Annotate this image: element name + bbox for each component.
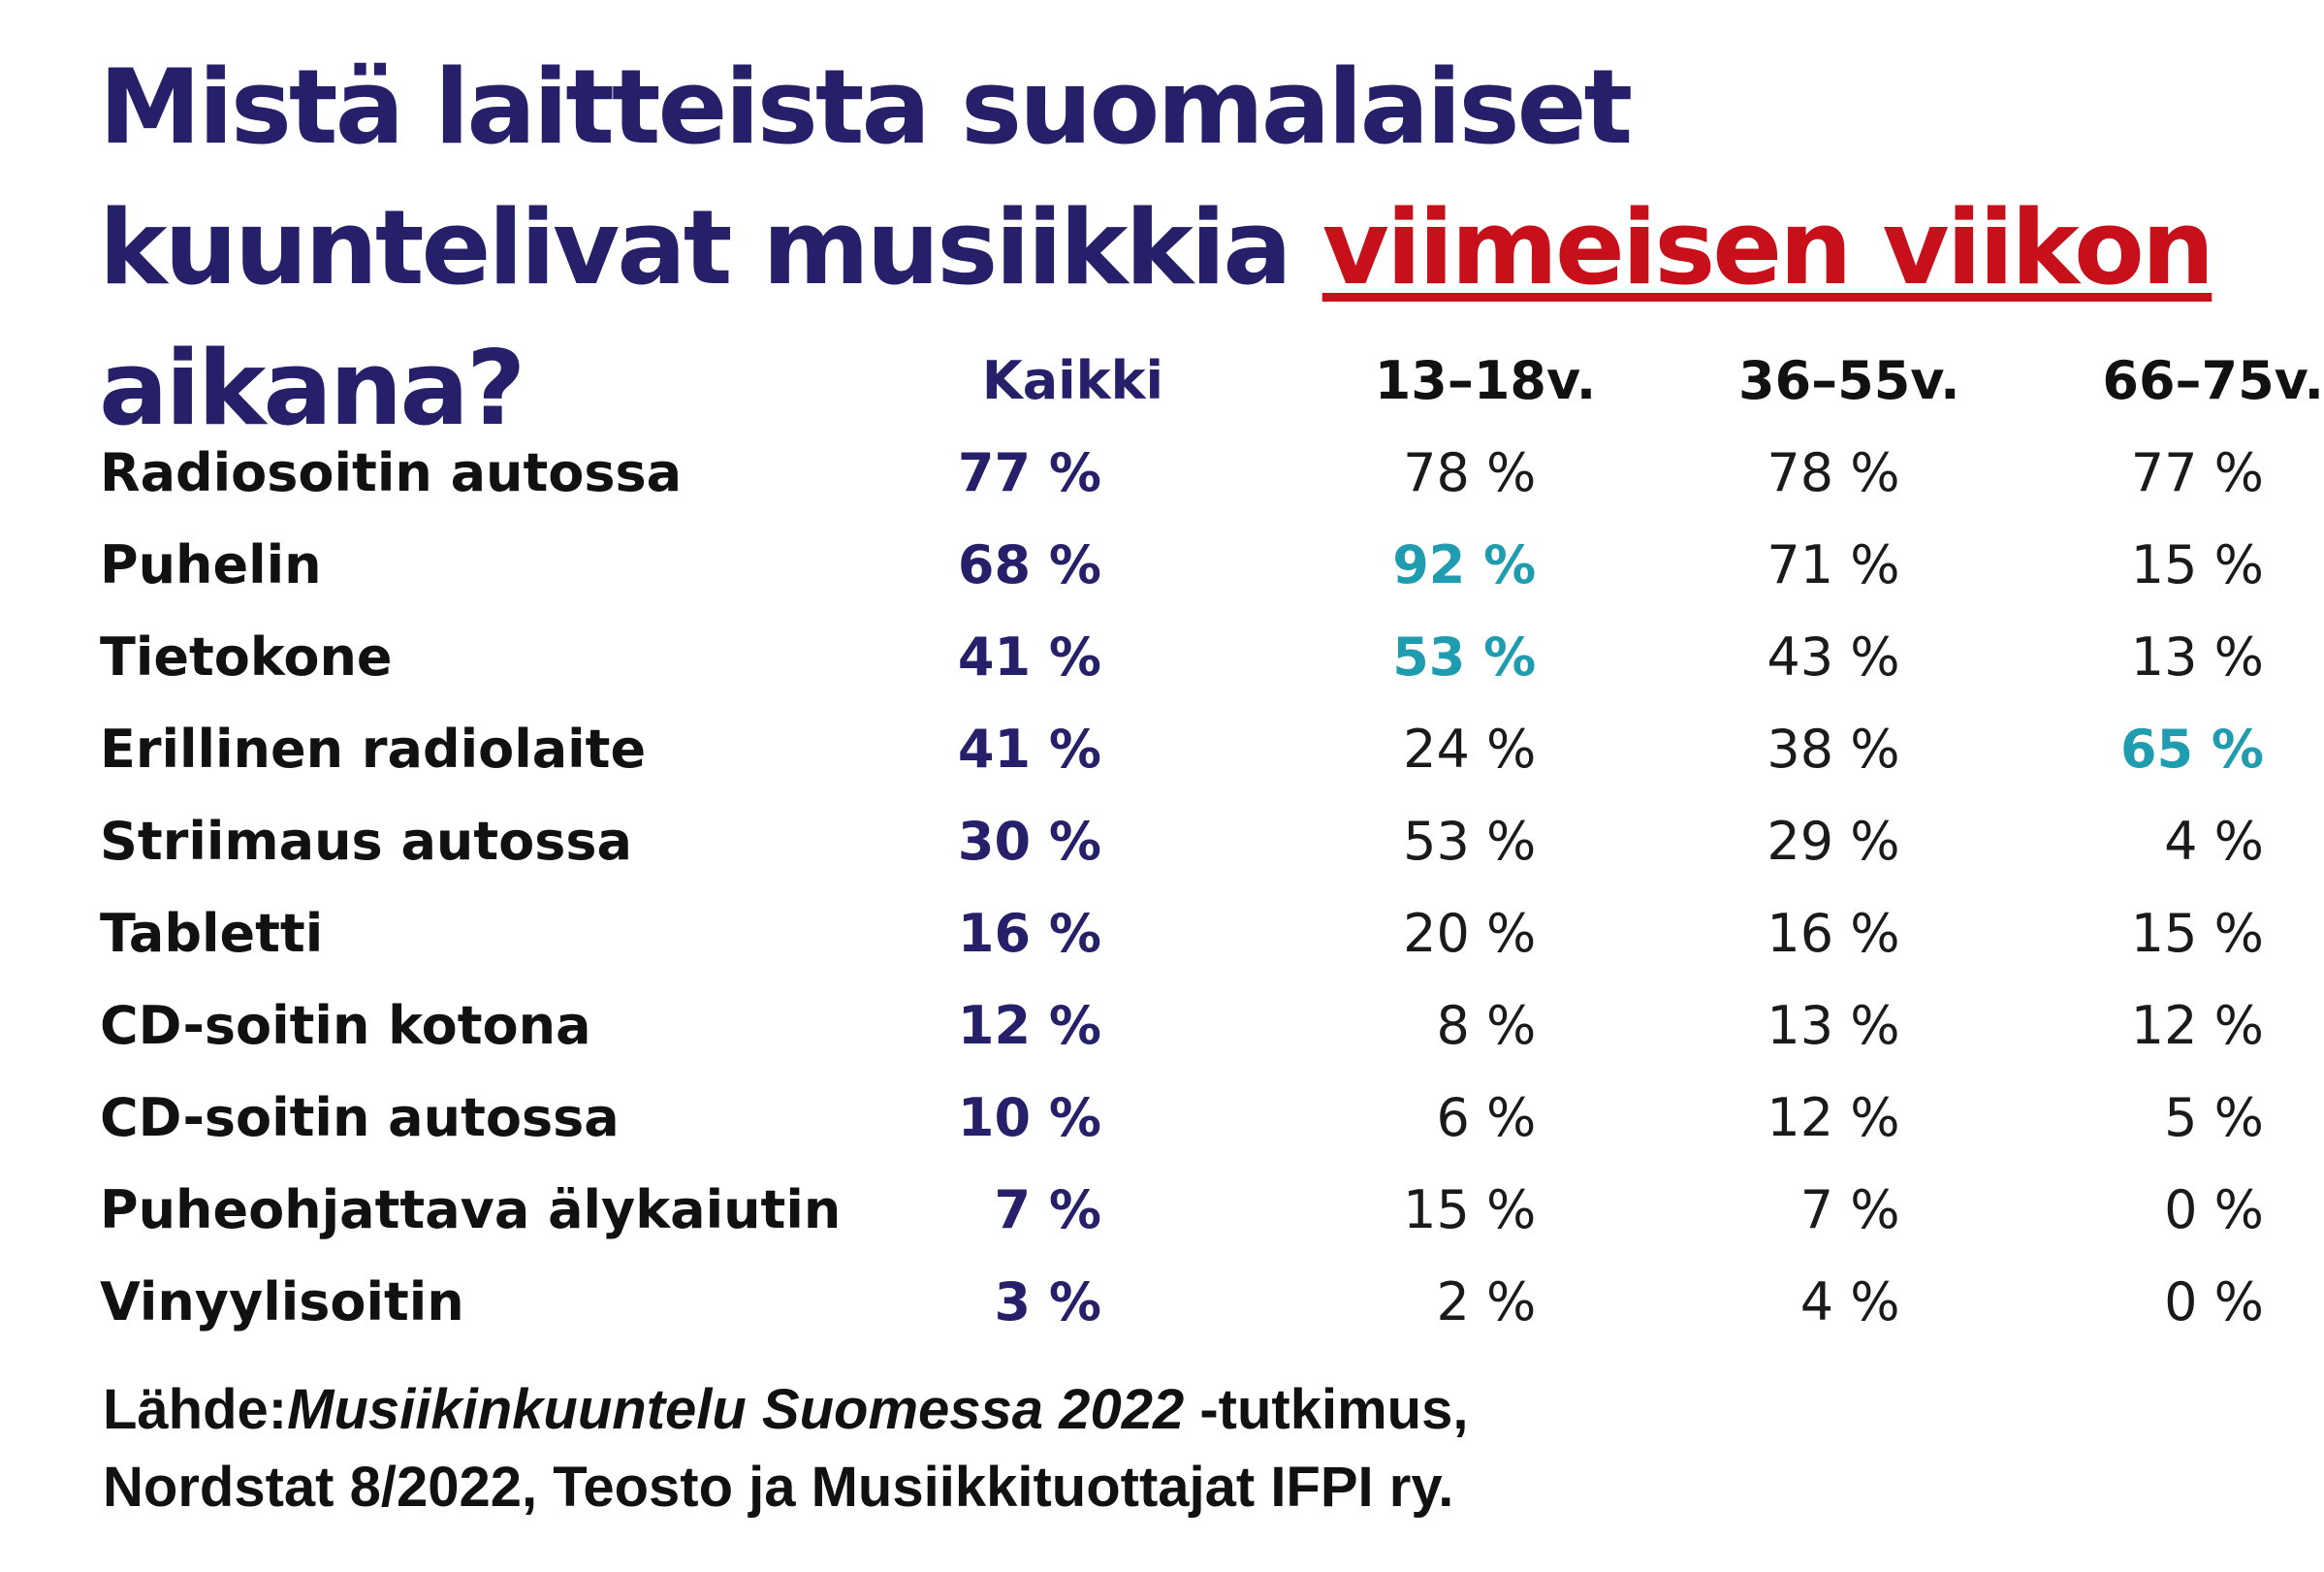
table-row: Striimaus autossa 30 % 53 % 29 % 4 % <box>0 795 2324 887</box>
table-row: Radiosoitin autossa 77 % 78 % 78 % 77 % <box>0 427 2324 519</box>
value-cell: 8 % <box>1436 995 1537 1056</box>
column-header: 36–55v. <box>1738 350 1960 411</box>
value-cell: 38 % <box>1767 719 1900 780</box>
source-prefix: Lähde: <box>103 1378 288 1441</box>
table-row: Tabletti 16 % 20 % 16 % 15 % <box>0 887 2324 979</box>
value-cell: 16 % <box>957 903 1101 964</box>
value-cell: 78 % <box>1403 442 1537 503</box>
column-header: Kaikki <box>981 350 1164 411</box>
value-cell: 15 % <box>2130 534 2264 595</box>
value-cell: 12 % <box>957 995 1101 1056</box>
value-cell: 4 % <box>1799 1271 1900 1332</box>
value-cell: 43 % <box>1767 626 1900 688</box>
row-label: Tabletti <box>100 903 324 964</box>
value-cell: 92 % <box>1392 534 1537 595</box>
row-label: Vinyylisoitin <box>100 1271 464 1332</box>
row-label: CD-soitin autossa <box>100 1087 620 1148</box>
column-header: 13–18v. <box>1374 350 1597 411</box>
value-cell: 15 % <box>2130 903 2264 964</box>
table-row: CD-soitin kotona 12 % 8 % 13 % 12 % <box>0 979 2324 1072</box>
table-row: Vinyylisoitin 3 % 2 % 4 % 0 % <box>0 1256 2324 1348</box>
source-note: Lähde:Musiikinkuuntelu Suomessa 2022 -tu… <box>103 1371 1468 1526</box>
value-cell: 65 % <box>2119 719 2264 780</box>
value-cell: 2 % <box>1436 1271 1537 1332</box>
value-cell: 13 % <box>1767 995 1900 1056</box>
value-cell: 12 % <box>1767 1087 1900 1148</box>
header-label-cell <box>0 335 844 427</box>
value-cell: 0 % <box>2164 1271 2264 1332</box>
value-cell: 24 % <box>1403 719 1537 780</box>
value-cell: 77 % <box>2130 442 2264 503</box>
table-row: Erillinen radiolaite 41 % 24 % 38 % 65 % <box>0 703 2324 795</box>
value-cell: 77 % <box>957 442 1101 503</box>
value-cell: 15 % <box>1403 1179 1537 1240</box>
row-label: CD-soitin kotona <box>100 995 591 1056</box>
row-label: Puhelin <box>100 534 322 595</box>
chart-title: Mistä laitteista suomalaiset kuuntelivat… <box>99 37 2290 459</box>
source-title: Musiikinkuuntelu Suomessa 2022 <box>287 1378 1185 1441</box>
results-table: Kaikki 13–18v. 36–55v. 66–75v. Radiosoit… <box>0 335 2324 1348</box>
source-line-2: Nordstat 8/2022, Teosto ja Musiikkituott… <box>103 1456 1454 1519</box>
row-label: Striimaus autossa <box>100 811 632 872</box>
source-suffix: -tutkimus, <box>1184 1378 1469 1441</box>
table-row: CD-soitin autossa 10 % 6 % 12 % 5 % <box>0 1072 2324 1164</box>
value-cell: 16 % <box>1767 903 1900 964</box>
table-row: Tietokone 41 % 53 % 43 % 13 % <box>0 611 2324 703</box>
row-label: Puheohjattava älykaiutin <box>100 1179 842 1240</box>
value-cell: 53 % <box>1403 811 1537 872</box>
value-cell: 7 % <box>1799 1179 1900 1240</box>
title-part1: Mistä laitteista suomalaiset kuuntelivat… <box>99 48 1633 307</box>
value-cell: 53 % <box>1392 626 1537 688</box>
value-cell: 4 % <box>2164 811 2264 872</box>
value-cell: 41 % <box>957 719 1101 780</box>
table-row: Puhelin 68 % 92 % 71 % 15 % <box>0 519 2324 611</box>
value-cell: 7 % <box>994 1179 1101 1240</box>
value-cell: 30 % <box>957 811 1101 872</box>
value-cell: 41 % <box>957 626 1101 688</box>
table-row: Puheohjattava älykaiutin 7 % 15 % 7 % 0 % <box>0 1164 2324 1256</box>
title-part2: aikana? <box>99 329 525 448</box>
value-cell: 5 % <box>2164 1087 2264 1148</box>
value-cell: 3 % <box>994 1271 1101 1332</box>
row-label: Tietokone <box>100 626 393 688</box>
value-cell: 29 % <box>1767 811 1900 872</box>
value-cell: 13 % <box>2130 626 2264 688</box>
value-cell: 0 % <box>2164 1179 2264 1240</box>
row-label: Radiosoitin autossa <box>100 442 683 503</box>
header-row: Kaikki 13–18v. 36–55v. 66–75v. <box>0 335 2324 427</box>
source-line-1: Lähde:Musiikinkuuntelu Suomessa 2022 -tu… <box>103 1371 1468 1449</box>
row-label: Erillinen radiolaite <box>100 719 647 780</box>
value-cell: 10 % <box>957 1087 1101 1148</box>
value-cell: 20 % <box>1403 903 1537 964</box>
value-cell: 68 % <box>957 534 1101 595</box>
value-cell: 78 % <box>1767 442 1900 503</box>
column-header: 66–75v. <box>2102 350 2324 411</box>
value-cell: 71 % <box>1767 534 1900 595</box>
value-cell: 6 % <box>1436 1087 1537 1148</box>
value-cell: 12 % <box>2130 995 2264 1056</box>
title-highlight: viimeisen viikon <box>1321 188 2214 307</box>
